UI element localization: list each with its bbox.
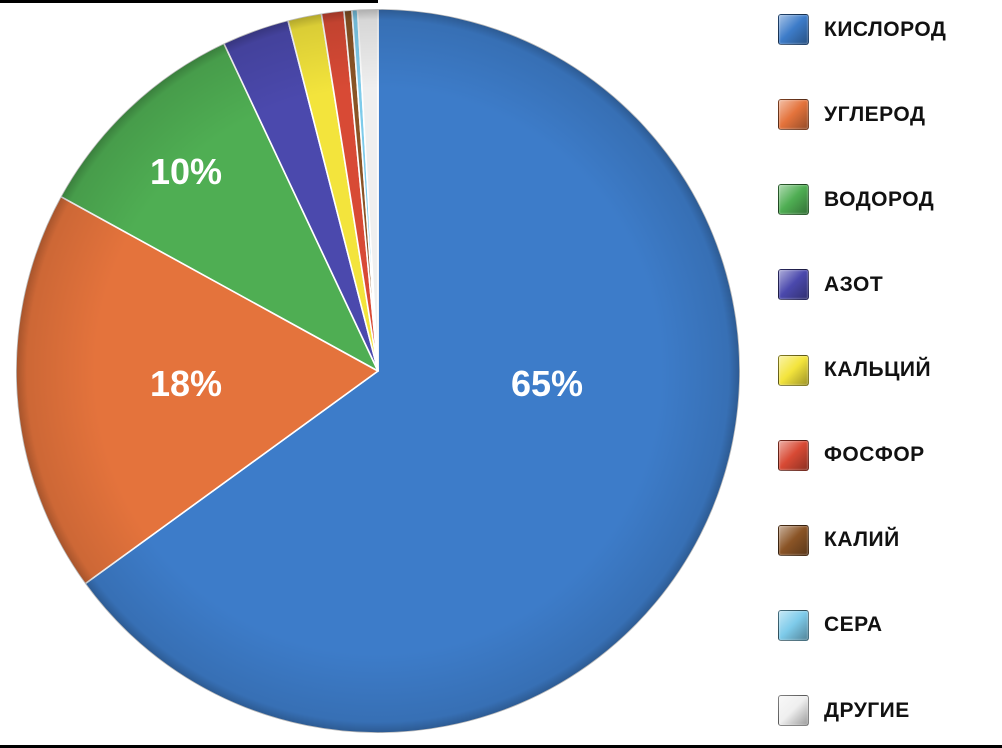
legend-swatch-hydrogen	[778, 184, 809, 216]
legend-item-calcium: КАЛЬЦИЙ	[778, 354, 1002, 386]
legend-item-phosphorus: ФОСФОР	[778, 439, 1002, 471]
legend-item-hydrogen: ВОДОРОД	[778, 184, 1002, 216]
legend-item-others: ДРУГИЕ	[778, 695, 1002, 726]
legend-item-nitrogen: АЗОТ	[778, 269, 1002, 301]
image-border-bottom	[0, 745, 1002, 748]
legend-swatch-potassium	[778, 524, 809, 556]
slice-value-label-carbon: 18%	[150, 363, 222, 404]
legend-item-potassium: КАЛИЙ	[778, 524, 1002, 556]
legend-item-carbon: УГЛЕРОД	[778, 99, 1002, 131]
legend-label-sulfur: СЕРА	[824, 613, 883, 637]
image-border-top	[0, 0, 378, 3]
slice-value-label-hydrogen: 10%	[150, 151, 222, 192]
legend-label-phosphorus: ФОСФОР	[824, 443, 925, 467]
pie-chart: 65% 18% 10%	[15, 8, 741, 734]
legend: КИСЛОРОД УГЛЕРОД ВОДОРОД АЗОТ КАЛЬЦИЙ ФОСФОР К…	[778, 0, 1002, 748]
legend-label-others: ДРУГИЕ	[824, 698, 910, 722]
legend-swatch-calcium	[778, 354, 809, 386]
legend-swatch-carbon	[778, 99, 809, 131]
legend-swatch-nitrogen	[778, 269, 809, 301]
legend-label-oxygen: КИСЛОРОД	[824, 17, 947, 41]
legend-label-hydrogen: ВОДОРОД	[824, 187, 935, 211]
legend-swatch-phosphorus	[778, 439, 809, 471]
legend-swatch-sulfur	[778, 609, 809, 641]
slice-value-label-oxygen: 65%	[511, 363, 583, 404]
legend-label-calcium: КАЛЬЦИЙ	[824, 358, 932, 381]
legend-item-oxygen: КИСЛОРОД	[778, 14, 1002, 45]
legend-label-carbon: УГЛЕРОД	[824, 102, 926, 126]
pie-chart-canvas: 65% 18% 10%	[15, 8, 741, 734]
legend-swatch-oxygen	[778, 14, 809, 45]
legend-label-nitrogen: АЗОТ	[824, 272, 884, 296]
legend-swatch-others	[778, 695, 809, 726]
legend-label-potassium: КАЛИЙ	[824, 528, 900, 552]
legend-item-sulfur: СЕРА	[778, 609, 1002, 641]
